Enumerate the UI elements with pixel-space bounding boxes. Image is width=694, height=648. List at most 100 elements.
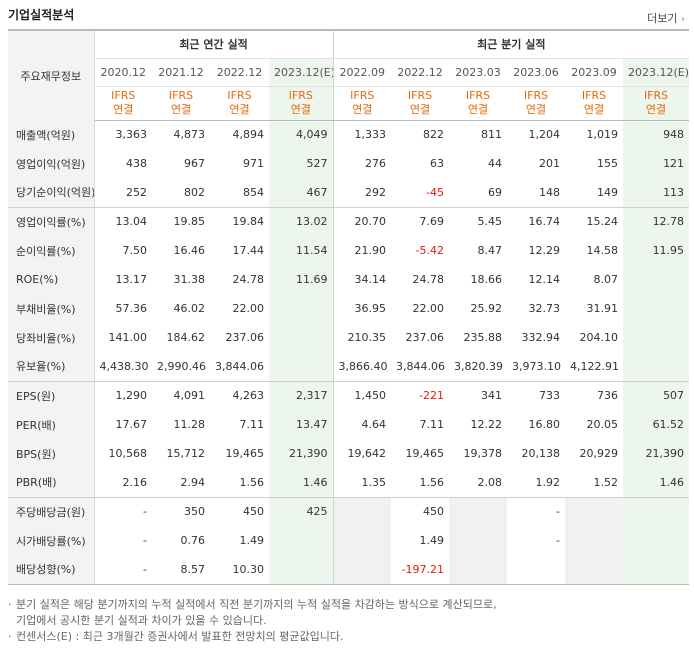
row-label: BPS(원): [8, 439, 95, 468]
table-cell: 69: [488, 185, 503, 199]
accounting-standard: IFRS: [227, 89, 252, 102]
table-cell: 1.46: [623, 468, 690, 497]
accounting-header: IFRS 연결: [152, 86, 210, 121]
table-cell: 802: [184, 185, 205, 199]
table-cell: 2,317: [269, 380, 334, 410]
table-cell: 811: [481, 128, 503, 142]
accounting-standard: IFRS: [111, 89, 136, 102]
table-cell: 2.16: [122, 475, 148, 489]
table-cell: 155: [597, 157, 619, 170]
consolidation-type: 연결: [467, 103, 489, 116]
table-cell: 19,642: [347, 447, 387, 460]
table-cell: 61.52: [623, 410, 690, 439]
table-cell: 736: [565, 380, 624, 410]
more-label[interactable]: 더보기: [647, 12, 678, 25]
accounting-header-row: IFRS 연결 IFRS 연결 IFRS 연결 IFRS 연결 IFRS 연결 IFRS 연결 IFRS…: [8, 86, 690, 121]
table-cell: 63: [430, 157, 445, 170]
table-cell: 3,820.39: [454, 359, 503, 373]
financial-table: 주요재무정보 최근 연간 실적 최근 분기 실적 2020.12 2021.12 2…: [8, 29, 690, 585]
period-header-row: 2020.12 2021.12 2022.12 2023.12(E) 2022.09 20…: [8, 58, 690, 87]
table-cell: 1,019: [586, 128, 619, 142]
table-cell: [623, 352, 690, 381]
table-cell: 16.74: [507, 206, 566, 236]
row-label: 영업이익률(%): [8, 206, 95, 236]
table-cell: 204.10: [579, 331, 619, 344]
table-cell: 11.28: [173, 418, 206, 431]
table-cell: 252: [126, 185, 147, 199]
table-cell: 21.90: [354, 244, 387, 257]
consolidation-type: 연결: [352, 103, 373, 116]
period-header: 2023.06: [507, 58, 566, 87]
table-cell: 1.52: [593, 475, 619, 489]
row-label: 유보율(%): [8, 352, 95, 381]
accounting-header: IFRS 연결: [507, 86, 566, 121]
table-cell: 237.06: [225, 331, 265, 344]
table-cell: 7.69: [391, 206, 450, 236]
table-cell: 19,465: [405, 447, 445, 460]
quarter-group-header: 최근 분기 실적: [333, 30, 690, 59]
table-cell: 32.73: [528, 302, 561, 315]
table-cell: 3,844.06: [396, 359, 445, 373]
table-cell: [269, 323, 334, 352]
table-cell: 12.22: [470, 418, 503, 431]
table-cell: 11.69: [269, 265, 334, 294]
table-cell: -221: [391, 380, 450, 410]
period-header: 2022.12: [210, 58, 269, 87]
table-cell: 184.62: [166, 331, 206, 344]
table-cell: 1,450: [333, 380, 392, 410]
table-cell: 15.24: [565, 206, 624, 236]
table-cell: 450: [391, 496, 450, 526]
table-cell: 8.47: [477, 244, 503, 257]
row-label: 매출액(억원): [8, 120, 95, 149]
table-cell: 20,929: [579, 447, 619, 460]
table-cell: 14.58: [586, 244, 619, 257]
note-consensus: · 컨센서스(E) : 최근 3개월간 증권사에서 발표한 전망치의 평균값입니…: [8, 629, 497, 645]
table-cell: 13.04: [94, 206, 152, 236]
consolidation-type: 연결: [229, 103, 250, 116]
table-cell: 425: [269, 496, 334, 526]
row-label: 순이익률(%): [8, 236, 95, 265]
table-cell: [269, 352, 334, 381]
table-cell: 3,363: [115, 128, 148, 142]
more-link[interactable]: 더보기 ›: [647, 10, 685, 26]
table-cell: 948: [623, 120, 690, 149]
table-cell: 1.46: [269, 468, 334, 497]
table-cell: [449, 496, 508, 526]
table-cell: 1,204: [528, 128, 561, 142]
table-row: 유보율(%) 4,438.30 2,990.46 3,844.06 3,866.40 3,…: [8, 352, 690, 381]
section-title: 기업실적분석: [8, 8, 75, 22]
bullet: ·: [8, 598, 12, 611]
table-cell: [269, 555, 334, 584]
table-cell: 4,894: [232, 128, 265, 142]
accounting-header: IFRS 연결: [565, 86, 624, 121]
table-cell: 822: [423, 128, 445, 142]
table-row: 배당성향(%) - 8.57 10.30 -197.21: [8, 555, 690, 584]
table-cell: 121: [623, 149, 690, 178]
period-header: 2023.12(E): [269, 58, 334, 87]
accounting-standard: IFRS: [350, 89, 375, 102]
row-label: 배당성향(%): [8, 555, 95, 584]
table-cell: 13.02: [269, 206, 334, 236]
consolidation-type: 연결: [583, 103, 605, 116]
table-cell: 12.14: [528, 273, 561, 286]
consolidation-type: 연결: [525, 103, 547, 116]
row-label: 주당배당금(원): [8, 496, 95, 526]
accounting-standard: IFRS: [643, 89, 669, 102]
table-cell: [565, 555, 624, 584]
table-cell: -: [143, 534, 147, 547]
table-cell: 467: [269, 178, 334, 207]
table-row: 영업이익률(%) 13.04 19.85 19.84 13.02 20.70 7.69 5.4…: [8, 206, 690, 236]
table-cell: 967: [184, 157, 205, 170]
notes: · 분기 실적은 해당 분기까지의 누적 실적에서 직전 분기까지의 누적 실적…: [8, 597, 497, 645]
table-row: 시가배당률(%) - 0.76 1.49 1.49 -: [8, 526, 690, 555]
table-cell: 31.38: [173, 273, 206, 286]
table-cell: -: [507, 496, 566, 526]
table-cell: [333, 526, 392, 555]
accounting-header: IFRS 연결: [210, 86, 269, 121]
table-cell: 5.45: [449, 206, 508, 236]
table-row: 당좌비율(%) 141.00 184.62 237.06 210.35 237.06 235…: [8, 323, 690, 352]
table-cell: 22.00: [412, 302, 445, 315]
table-row: 영업이익(억원) 438 967 971 527 276 63 44 201 155 121: [8, 149, 690, 178]
table-cell: [623, 294, 690, 323]
table-row: 당기순이익(억원) 252 802 854 467 292 -45 69 148 149 113: [8, 178, 690, 207]
